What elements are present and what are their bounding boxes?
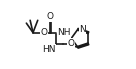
Text: O: O [68,39,75,48]
Text: O: O [40,28,47,37]
Text: O: O [47,12,54,21]
Text: HN: HN [42,45,55,54]
Text: NH: NH [57,28,71,37]
Text: N: N [79,25,86,34]
